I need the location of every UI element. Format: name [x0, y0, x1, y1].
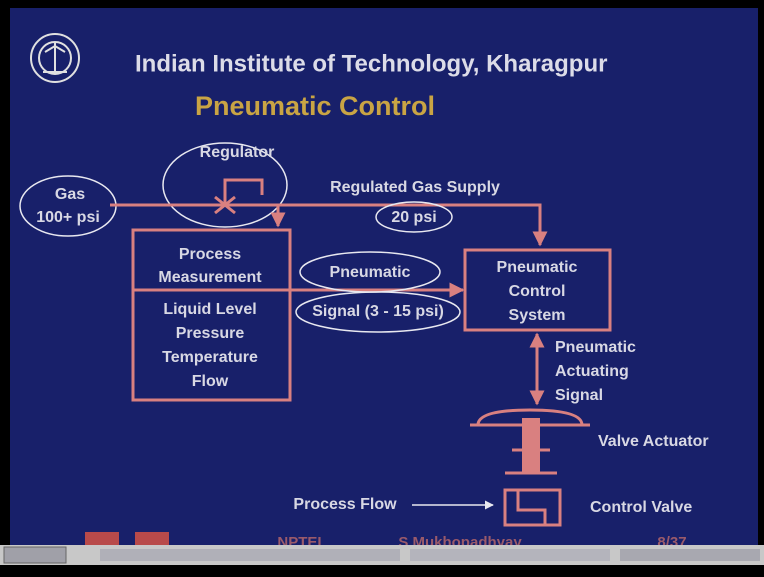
measurement-box — [131, 228, 292, 402]
next-button[interactable] — [135, 532, 169, 554]
subtitle: Pneumatic Control — [195, 91, 435, 121]
footer-org: NPTEL — [277, 534, 326, 551]
tool-icons[interactable] — [100, 549, 400, 561]
label: Regulated Gas Supply — [330, 179, 500, 196]
label: Liquid Level — [163, 301, 256, 318]
label: Pneumatic — [497, 259, 578, 276]
slide: Indian Institute of Technology, Kharagpu… — [10, 8, 758, 554]
tray — [620, 549, 760, 561]
label: Flow — [192, 373, 229, 390]
label: 100+ psi — [36, 209, 100, 226]
regulator-circle — [162, 142, 288, 228]
valve-actuator — [470, 408, 590, 475]
label: Control — [509, 283, 566, 300]
label: Signal — [555, 387, 603, 404]
label: Process Flow — [293, 496, 397, 513]
signal-circle — [295, 291, 461, 333]
controller-box — [463, 248, 612, 332]
label: 20 psi — [391, 209, 436, 226]
label: Actuating — [555, 363, 629, 380]
supply-line — [110, 203, 548, 247]
label: Pneumatic — [555, 339, 636, 356]
label: Process — [179, 246, 241, 263]
pressure-circle — [375, 201, 453, 233]
tool-icons[interactable] — [410, 549, 610, 561]
taskbar — [0, 545, 764, 565]
footer: NPTEL S Mukhopadhyay 8/37 — [85, 532, 687, 554]
diagram: Regulator Gas 100+ psi Regulated Gas Sup… — [19, 142, 709, 527]
regulator-valve — [214, 178, 264, 215]
label: Pneumatic — [330, 264, 411, 281]
footer-author: S Mukhopadhyay — [398, 534, 522, 551]
title: Indian Institute of Technology, Kharagpu… — [135, 50, 607, 77]
label: Regulator — [200, 144, 275, 161]
label: Measurement — [158, 269, 262, 286]
label: Control Valve — [590, 499, 692, 516]
logo — [30, 33, 80, 83]
label: Valve Actuator — [598, 433, 709, 450]
label: Signal (3 - 15 psi) — [312, 303, 444, 320]
control-valve — [503, 488, 562, 527]
prev-button[interactable] — [85, 532, 119, 554]
start-button[interactable] — [3, 546, 67, 564]
label: Pressure — [176, 325, 245, 342]
label: System — [509, 307, 566, 324]
footer-page: 8/37 — [657, 534, 686, 551]
label: Temperature — [162, 349, 258, 366]
label: Gas — [55, 186, 85, 203]
slide-background — [10, 8, 758, 545]
